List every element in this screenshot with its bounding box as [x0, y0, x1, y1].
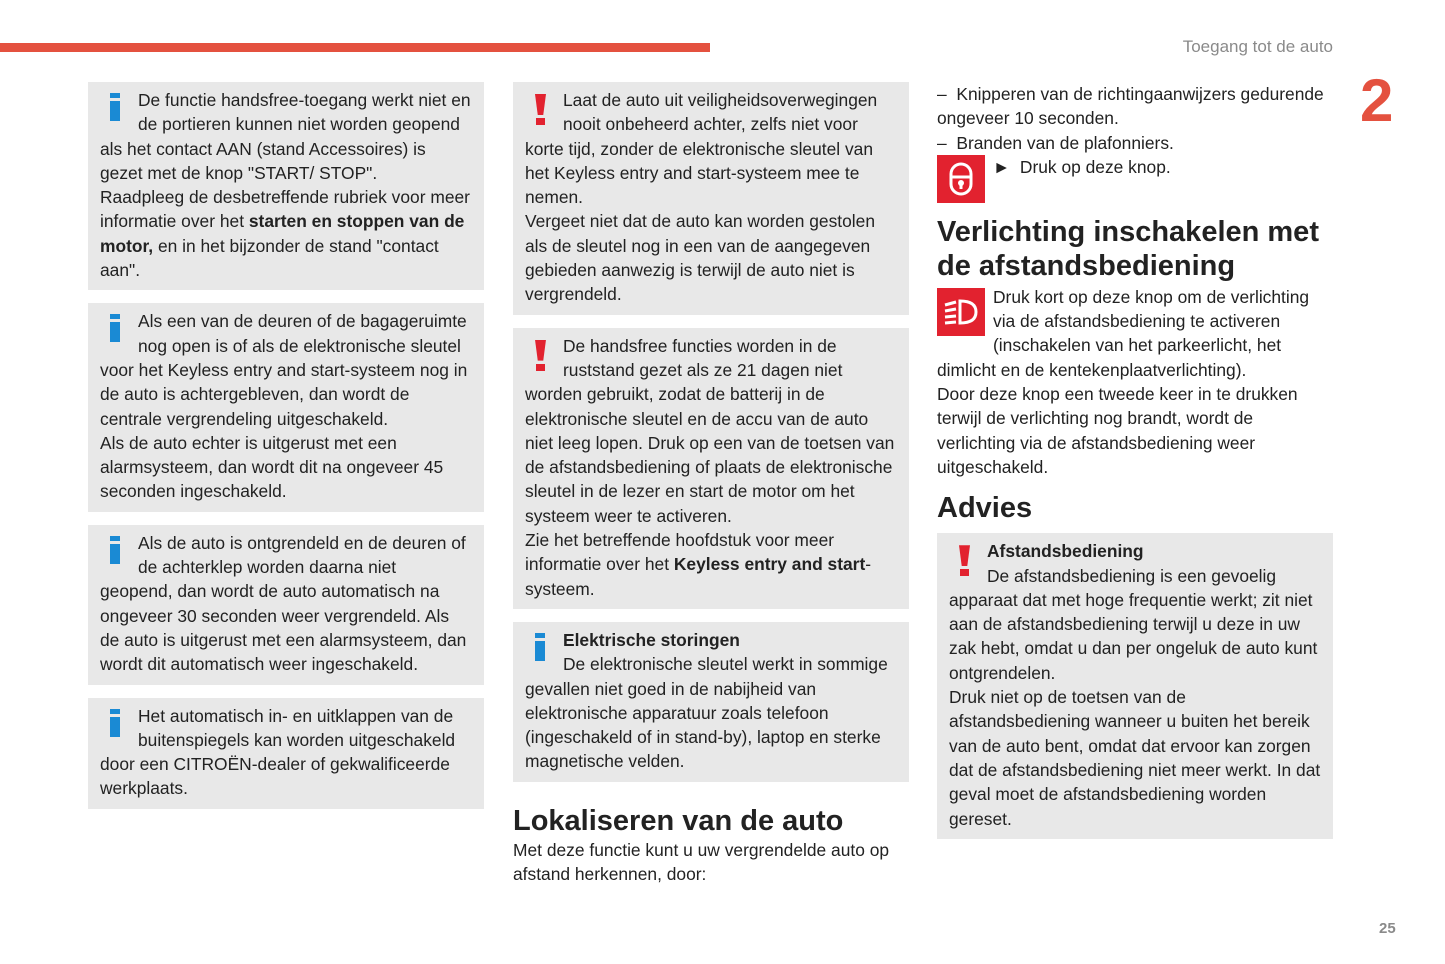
section-heading: Advies: [937, 492, 1033, 525]
info-box: Als de auto is ontgrendeld en de deuren …: [88, 524, 484, 685]
note-text: Als een van de deuren of de bagageruimte…: [100, 311, 468, 429]
step-text: Druk op deze knop.: [1019, 156, 1171, 177]
page-number: 25: [1379, 920, 1396, 937]
headlight-button-icon: [937, 287, 985, 336]
header-accent-bar: [0, 43, 710, 52]
list-item: – Branden van de plafonniers.: [937, 132, 1174, 153]
info-box: Het automatisch in- en uitklappen van de…: [88, 697, 484, 809]
lock-button-icon: [937, 154, 985, 203]
info-icon: [100, 88, 138, 132]
note-text: Zie het betreffende hoofdstuk voor meer …: [525, 530, 872, 599]
info-icon: [100, 309, 138, 353]
info-box: Als een van de deuren of de bagageruimte…: [88, 303, 484, 512]
info-box: De functie handsfree-toegang werkt niet …: [88, 82, 484, 291]
chapter-number: 2: [1360, 67, 1394, 134]
note-text: De elektronische sleutel werkt in sommig…: [525, 654, 888, 772]
warning-icon: [949, 539, 987, 583]
section-title: Toegang tot de auto: [1182, 37, 1333, 56]
note-text: Laat de auto uit veiligheidsoverwegingen…: [525, 90, 878, 208]
column-1: De functie handsfree-toegang werkt niet …: [88, 82, 484, 822]
note-text: Druk niet op de toetsen van de afstandsb…: [949, 687, 1321, 829]
note-text: Als de auto is ontgrendeld en de deuren …: [100, 532, 467, 675]
note-title: Afstandsbediening: [987, 541, 1144, 562]
warning-icon: [525, 334, 563, 378]
body-text: Door deze knop een tweede keer in te dru…: [937, 384, 1298, 477]
section-heading: Verlichting inschakelen met de afstandsb…: [937, 215, 1319, 282]
info-icon: [100, 704, 138, 748]
section-heading: Lokaliseren van de auto: [513, 804, 844, 837]
column-2: Laat de auto uit veiligheidsoverwegingen…: [513, 82, 909, 886]
warning-box: Laat de auto uit veiligheidsoverwegingen…: [513, 82, 909, 315]
body-text: Met deze functie kunt u uw vergrendelde …: [513, 839, 890, 885]
note-text: De functie handsfree-toegang werkt niet …: [100, 90, 471, 183]
step-marker: ►: [993, 156, 1011, 177]
light-section: Druk kort op deze knop om de verlichting…: [937, 285, 1333, 479]
note-text: De afstandsbediening is een gevoelig app…: [949, 565, 1318, 683]
note-title: Elektrische storingen: [563, 629, 740, 650]
note-text: De handsfree functies worden in de rusts…: [525, 335, 895, 526]
step: ► Druk op deze knop.: [937, 154, 1333, 203]
warning-box: De handsfree functies worden in de rusts…: [513, 327, 909, 609]
list-item: – Knipperen van de richtingaanwijzers ge…: [937, 84, 1324, 129]
info-box: Elektrische storingen De elektronische s…: [513, 621, 909, 782]
warning-icon: [525, 88, 563, 132]
info-icon: [100, 531, 138, 575]
info-icon: [525, 628, 563, 672]
note-text: Vergeet niet dat de auto kan worden gest…: [525, 211, 876, 305]
note-text: Als de auto echter is uitgerust met een …: [100, 432, 444, 502]
column-3: – Knipperen van de richtingaanwijzers ge…: [937, 82, 1333, 852]
note-text: Raadpleeg de desbetreffende rubriek voor…: [100, 187, 470, 281]
body-text: Druk kort op deze knop om de verlichting…: [937, 286, 1310, 380]
note-text: Het automatisch in- en uitklappen van de…: [100, 705, 456, 799]
warning-box: Afstandsbediening De afstandsbediening i…: [937, 533, 1333, 839]
